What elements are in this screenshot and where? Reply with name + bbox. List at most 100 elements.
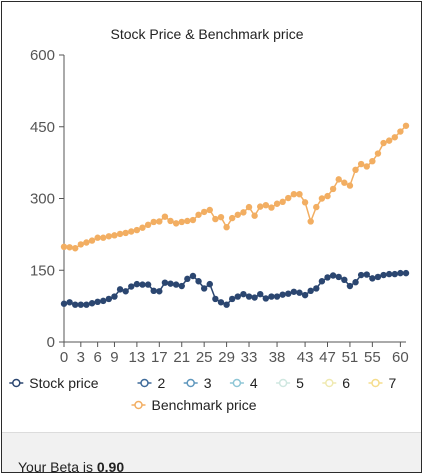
data-point-stock-price[interactable] bbox=[335, 273, 342, 281]
data-point-benchmark-price[interactable] bbox=[245, 203, 253, 211]
data-point-benchmark-price[interactable] bbox=[385, 137, 393, 144]
data-point-stock-price[interactable] bbox=[391, 270, 398, 278]
data-point-benchmark-price[interactable] bbox=[273, 200, 281, 207]
data-point-stock-price[interactable] bbox=[279, 291, 286, 298]
data-point-stock-price[interactable] bbox=[189, 272, 197, 280]
data-point-stock-price[interactable] bbox=[397, 269, 404, 277]
data-point-stock-price[interactable] bbox=[184, 275, 191, 283]
data-point-benchmark-price[interactable] bbox=[88, 237, 96, 244]
data-point-benchmark-price[interactable] bbox=[150, 218, 157, 226]
legend-item-5[interactable]: 5 bbox=[276, 375, 304, 391]
data-point-benchmark-price[interactable] bbox=[285, 194, 292, 202]
data-point-benchmark-price[interactable] bbox=[240, 209, 247, 216]
data-point-benchmark-price[interactable] bbox=[100, 234, 107, 241]
data-point-benchmark-price[interactable] bbox=[324, 192, 331, 200]
data-point-benchmark-price[interactable] bbox=[206, 206, 213, 214]
data-point-stock-price[interactable] bbox=[296, 289, 303, 296]
legend-item-7[interactable]: 7 bbox=[368, 375, 397, 391]
data-point-stock-price[interactable] bbox=[111, 293, 118, 300]
data-point-stock-price[interactable] bbox=[100, 297, 107, 305]
data-point-benchmark-price[interactable] bbox=[341, 179, 348, 186]
data-point-stock-price[interactable] bbox=[369, 275, 376, 282]
legend-item-4[interactable]: 4 bbox=[229, 375, 258, 391]
data-point-stock-price[interactable] bbox=[150, 287, 157, 295]
data-point-stock-price[interactable] bbox=[178, 282, 185, 290]
legend-item-6[interactable]: 6 bbox=[322, 375, 350, 391]
data-point-benchmark-price[interactable] bbox=[66, 244, 73, 251]
data-point-stock-price[interactable] bbox=[212, 295, 219, 303]
data-point-stock-price[interactable] bbox=[318, 278, 326, 285]
data-point-stock-price[interactable] bbox=[313, 285, 320, 292]
data-point-benchmark-price[interactable] bbox=[380, 139, 387, 147]
data-point-stock-price[interactable] bbox=[83, 301, 90, 308]
data-point-stock-price[interactable] bbox=[195, 278, 202, 285]
data-point-benchmark-price[interactable] bbox=[212, 215, 219, 223]
data-point-benchmark-price[interactable] bbox=[290, 190, 298, 198]
data-point-stock-price[interactable] bbox=[329, 272, 337, 279]
data-point-benchmark-price[interactable] bbox=[77, 241, 85, 248]
data-point-stock-price[interactable] bbox=[301, 291, 309, 299]
data-point-stock-price[interactable] bbox=[257, 290, 264, 298]
data-point-benchmark-price[interactable] bbox=[116, 230, 124, 238]
data-point-stock-price[interactable] bbox=[240, 290, 247, 298]
data-point-benchmark-price[interactable] bbox=[105, 233, 113, 240]
data-point-stock-price[interactable] bbox=[206, 280, 213, 288]
data-point-stock-price[interactable] bbox=[380, 271, 387, 279]
data-point-stock-price[interactable] bbox=[268, 293, 275, 300]
data-point-stock-price[interactable] bbox=[352, 279, 359, 286]
data-point-stock-price[interactable] bbox=[116, 286, 124, 293]
data-point-stock-price[interactable] bbox=[273, 293, 281, 300]
data-point-stock-price[interactable] bbox=[161, 279, 169, 286]
data-point-stock-price[interactable] bbox=[245, 293, 253, 300]
data-point-benchmark-price[interactable] bbox=[72, 245, 79, 252]
data-point-stock-price[interactable] bbox=[77, 301, 85, 308]
data-point-stock-price[interactable] bbox=[139, 281, 146, 288]
data-point-benchmark-price[interactable] bbox=[156, 218, 163, 225]
data-point-benchmark-price[interactable] bbox=[257, 203, 264, 210]
data-point-benchmark-price[interactable] bbox=[217, 213, 225, 221]
data-point-benchmark-price[interactable] bbox=[184, 217, 191, 225]
data-point-stock-price[interactable] bbox=[122, 288, 129, 295]
data-point-benchmark-price[interactable] bbox=[228, 214, 236, 222]
data-point-stock-price[interactable] bbox=[251, 294, 258, 301]
data-point-benchmark-price[interactable] bbox=[60, 243, 68, 251]
data-point-benchmark-price[interactable] bbox=[195, 211, 202, 218]
data-point-stock-price[interactable] bbox=[94, 298, 101, 306]
data-point-stock-price[interactable] bbox=[228, 295, 236, 303]
data-point-stock-price[interactable] bbox=[357, 271, 365, 279]
data-point-stock-price[interactable] bbox=[324, 274, 331, 281]
data-point-stock-price[interactable] bbox=[60, 300, 68, 307]
data-point-stock-price[interactable] bbox=[128, 283, 135, 290]
data-point-stock-price[interactable] bbox=[307, 287, 314, 295]
data-point-benchmark-price[interactable] bbox=[178, 218, 185, 226]
data-point-benchmark-price[interactable] bbox=[122, 229, 129, 237]
data-point-benchmark-price[interactable] bbox=[346, 182, 354, 189]
data-point-benchmark-price[interactable] bbox=[251, 212, 258, 219]
data-point-stock-price[interactable] bbox=[66, 299, 73, 306]
data-point-benchmark-price[interactable] bbox=[307, 218, 314, 225]
data-point-benchmark-price[interactable] bbox=[172, 220, 180, 227]
data-point-benchmark-price[interactable] bbox=[234, 211, 242, 218]
data-point-stock-price[interactable] bbox=[262, 295, 270, 302]
legend-item-3[interactable]: 3 bbox=[183, 375, 212, 391]
data-point-stock-price[interactable] bbox=[105, 295, 113, 303]
data-point-benchmark-price[interactable] bbox=[144, 221, 152, 229]
legend-item-stock-price[interactable]: Stock price bbox=[9, 375, 99, 391]
data-point-benchmark-price[interactable] bbox=[268, 204, 275, 211]
data-point-benchmark-price[interactable] bbox=[279, 198, 286, 206]
data-point-benchmark-price[interactable] bbox=[363, 163, 370, 170]
data-point-benchmark-price[interactable] bbox=[139, 224, 146, 231]
data-point-stock-price[interactable] bbox=[363, 271, 370, 278]
data-point-stock-price[interactable] bbox=[156, 288, 163, 295]
data-point-benchmark-price[interactable] bbox=[335, 176, 342, 183]
data-point-stock-price[interactable] bbox=[374, 273, 382, 281]
data-point-stock-price[interactable] bbox=[290, 288, 298, 295]
data-point-benchmark-price[interactable] bbox=[357, 160, 365, 168]
data-point-stock-price[interactable] bbox=[285, 290, 292, 297]
data-point-benchmark-price[interactable] bbox=[94, 234, 101, 241]
data-point-benchmark-price[interactable] bbox=[318, 195, 326, 202]
data-point-stock-price[interactable] bbox=[346, 282, 354, 290]
data-point-benchmark-price[interactable] bbox=[161, 213, 169, 220]
data-point-stock-price[interactable] bbox=[144, 281, 152, 288]
data-point-stock-price[interactable] bbox=[72, 301, 79, 308]
